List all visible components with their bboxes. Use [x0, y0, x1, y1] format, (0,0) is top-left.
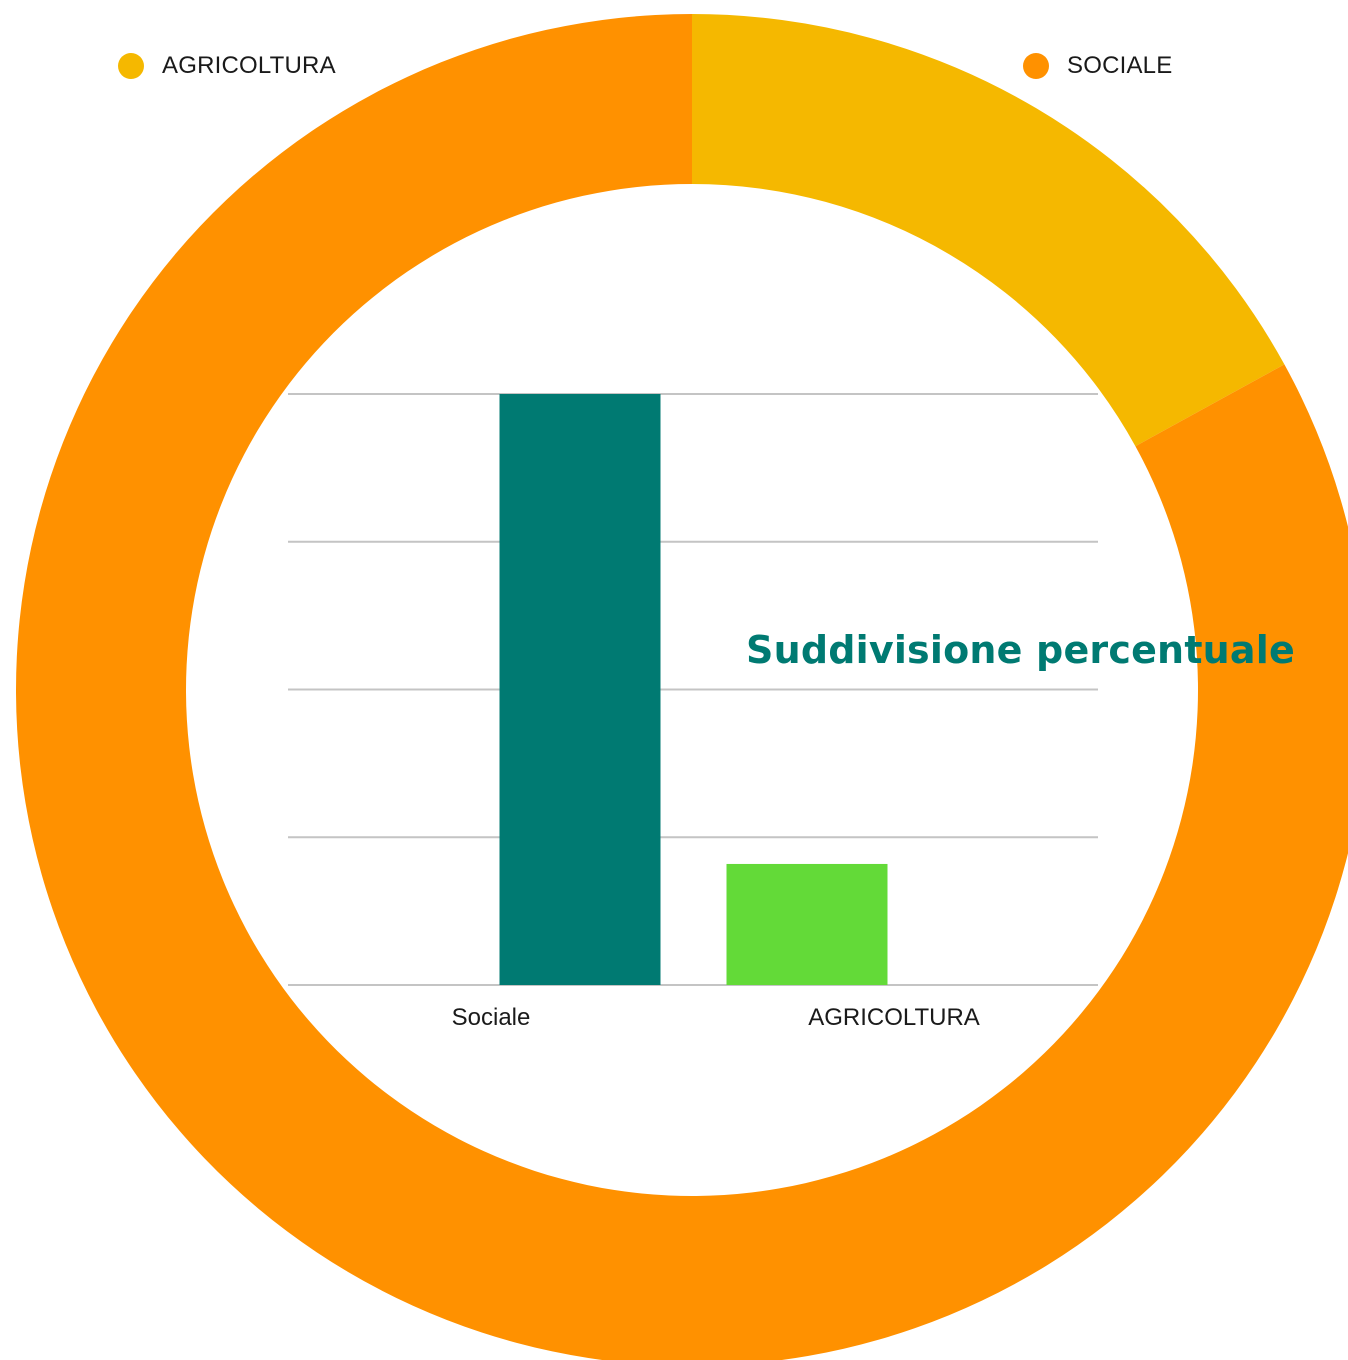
- legend-label-agricoltura: AGRICOLTURA: [162, 52, 336, 79]
- bar-sociale[interactable]: [499, 394, 661, 985]
- legend-swatch-sociale: [1023, 53, 1049, 79]
- bar-agricoltura[interactable]: [726, 863, 888, 985]
- x-tick-label-sociale: Sociale: [452, 1004, 531, 1031]
- legend-item-sociale[interactable]: SOCIALE: [1023, 52, 1172, 80]
- legend-swatch-agricoltura: [118, 53, 144, 79]
- donut-slice-agricoltura[interactable]: [692, 14, 1285, 447]
- legend-item-agricoltura[interactable]: AGRICOLTURA: [118, 52, 336, 80]
- x-tick-label-agricoltura: AGRICOLTURA: [808, 1004, 980, 1031]
- chart-title: Suddivisione percentuale: [746, 628, 1295, 672]
- legend-label-sociale: SOCIALE: [1067, 52, 1173, 79]
